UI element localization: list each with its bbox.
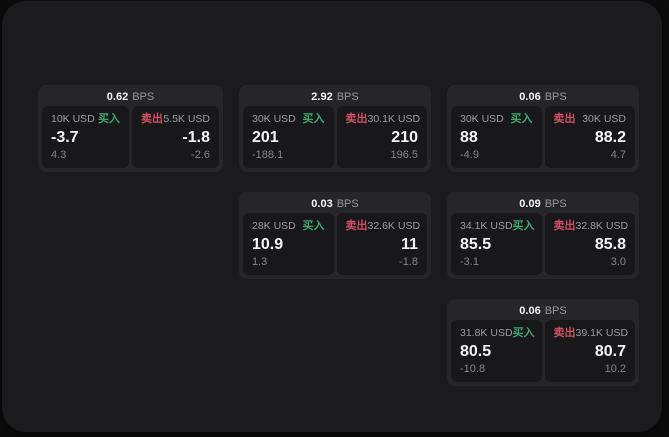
bps-unit: BPS — [544, 305, 567, 317]
bps-unit: BPS — [336, 198, 359, 210]
bps-value: 0.62 — [106, 91, 129, 103]
sell-sub-value: 3.0 — [610, 256, 626, 268]
quotes-board: 0.62 BPS 10K USD 买入 -3.7 4.3 卖出 5.5K USD — [2, 1, 662, 432]
buy-notional: 10K USD — [51, 113, 95, 125]
sell-side-label: 卖出 — [553, 113, 576, 125]
buy-quote-tile[interactable]: 28K USD 买入 10.9 1.3 — [243, 213, 334, 275]
sell-price: 11 — [401, 236, 418, 253]
buy-notional: 34.1K USD — [460, 220, 513, 232]
sell-price: 80.7 — [594, 343, 626, 360]
bps-value: 0.03 — [311, 198, 333, 210]
bps-card: 2.92 BPS 30K USD 买入 201 -188.1 卖出 30.1K U… — [239, 85, 431, 172]
sell-notional: 32.6K USD — [367, 220, 421, 232]
buy-quote-tile[interactable]: 34.1K USD 买入 85.5 -3.1 — [451, 213, 542, 275]
bps-card: 0.06 BPS 30K USD 买入 88 -4.9 卖出 30K USD — [447, 85, 639, 172]
sell-price: 85.8 — [594, 236, 626, 253]
sell-sub-value: 4.7 — [610, 149, 626, 161]
buy-sub-value: -188.1 — [252, 149, 284, 161]
sell-notional: 39.1K USD — [575, 327, 629, 339]
bps-header: 0.06 BPS — [451, 89, 635, 106]
buy-side-label: 买入 — [512, 327, 535, 339]
sell-price: -1.8 — [182, 129, 210, 146]
buy-sub-value: -10.8 — [460, 363, 486, 375]
buy-quote-tile[interactable]: 30K USD 买入 201 -188.1 — [243, 106, 334, 168]
buy-price: 10.9 — [252, 236, 284, 253]
buy-price: -3.7 — [51, 129, 79, 146]
sell-sub-value: -2.6 — [191, 149, 210, 161]
bps-unit: BPS — [132, 91, 155, 103]
buy-quote-tile[interactable]: 10K USD 买入 -3.7 4.3 — [42, 106, 129, 168]
buy-price: 85.5 — [460, 236, 492, 253]
bps-header: 2.92 BPS — [243, 89, 427, 106]
bps-value: 0.06 — [519, 91, 541, 103]
buy-side-label: 买入 — [302, 220, 325, 232]
buy-sub-value: -3.1 — [460, 256, 479, 268]
sell-price: 88.2 — [594, 129, 626, 146]
buy-quote-tile[interactable]: 30K USD 买入 88 -4.9 — [451, 106, 542, 168]
sell-notional: 30.1K USD — [367, 113, 421, 125]
bps-header: 0.62 BPS — [42, 89, 219, 106]
bps-card: 0.03 BPS 28K USD 买入 10.9 1.3 卖出 32.6K USD — [239, 192, 431, 279]
sell-quote-tile[interactable]: 卖出 30.1K USD 210 196.5 — [336, 106, 427, 168]
sell-quote-tile[interactable]: 卖出 32.6K USD 11 -1.8 — [336, 213, 427, 275]
buy-notional: 31.8K USD — [460, 327, 513, 339]
bps-unit: BPS — [544, 198, 567, 210]
sell-quote-tile[interactable]: 卖出 30K USD 88.2 4.7 — [544, 106, 635, 168]
sell-side-label: 卖出 — [141, 113, 163, 125]
bps-header: 0.09 BPS — [451, 196, 635, 213]
sell-notional: 5.5K USD — [163, 113, 210, 125]
sell-side-label: 卖出 — [553, 327, 576, 339]
bps-header: 0.03 BPS — [243, 196, 427, 213]
sell-quote-tile[interactable]: 卖出 5.5K USD -1.8 -2.6 — [132, 106, 219, 168]
buy-notional: 30K USD — [252, 113, 296, 125]
sell-notional: 30K USD — [582, 113, 626, 125]
buy-side-label: 买入 — [512, 220, 535, 232]
buy-price: 80.5 — [460, 343, 492, 360]
sell-sub-value: -1.8 — [399, 256, 418, 268]
bps-header: 0.06 BPS — [451, 303, 635, 320]
bps-unit: BPS — [336, 91, 359, 103]
buy-sub-value: 4.3 — [51, 149, 67, 161]
sell-quote-tile[interactable]: 卖出 32.8K USD 85.8 3.0 — [544, 213, 635, 275]
bps-value: 0.09 — [519, 198, 541, 210]
buy-sub-value: 1.3 — [252, 256, 268, 268]
bps-card: 0.62 BPS 10K USD 买入 -3.7 4.3 卖出 5.5K USD — [38, 85, 223, 172]
sell-side-label: 卖出 — [345, 220, 368, 232]
buy-quote-tile[interactable]: 31.8K USD 买入 80.5 -10.8 — [451, 320, 542, 382]
sell-side-label: 卖出 — [345, 113, 368, 125]
bps-unit: BPS — [544, 91, 567, 103]
buy-sub-value: -4.9 — [460, 149, 479, 161]
buy-side-label: 买入 — [98, 113, 120, 125]
sell-notional: 32.8K USD — [575, 220, 629, 232]
bps-value: 0.06 — [519, 305, 541, 317]
bps-card: 0.06 BPS 31.8K USD 买入 80.5 -10.8 卖出 39.1K… — [447, 299, 639, 386]
sell-sub-value: 10.2 — [604, 363, 626, 375]
sell-side-label: 卖出 — [553, 220, 576, 232]
buy-notional: 28K USD — [252, 220, 296, 232]
bps-value: 2.92 — [311, 91, 333, 103]
buy-price: 201 — [252, 129, 279, 146]
buy-side-label: 买入 — [510, 113, 533, 125]
bps-card: 0.09 BPS 34.1K USD 买入 85.5 -3.1 卖出 32.8K … — [447, 192, 639, 279]
buy-price: 88 — [460, 129, 478, 146]
sell-quote-tile[interactable]: 卖出 39.1K USD 80.7 10.2 — [544, 320, 635, 382]
sell-sub-value: 196.5 — [390, 149, 418, 161]
buy-side-label: 买入 — [302, 113, 325, 125]
sell-price: 210 — [391, 129, 418, 146]
buy-notional: 30K USD — [460, 113, 504, 125]
